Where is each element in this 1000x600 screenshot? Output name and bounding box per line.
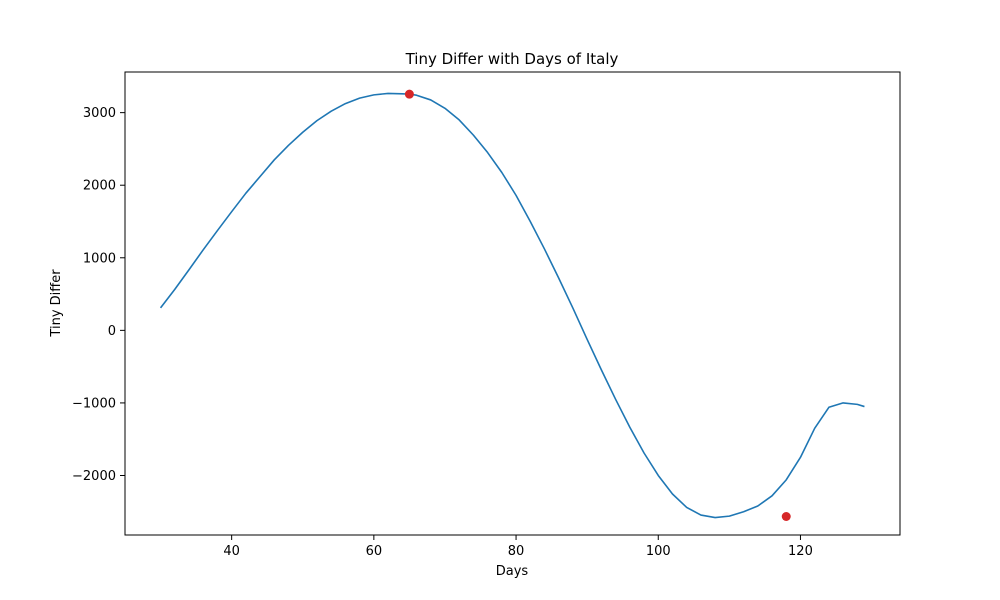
series-line-0 bbox=[159, 92, 865, 519]
y-tick-label: 0 bbox=[108, 324, 116, 339]
y-axis-label: Tiny Differ bbox=[49, 269, 64, 338]
plot-area bbox=[159, 89, 865, 521]
x-tick-label: 100 bbox=[646, 544, 671, 559]
x-tick-label: 80 bbox=[508, 544, 525, 559]
x-axis-label: Days bbox=[496, 564, 529, 579]
y-tick-label: 2000 bbox=[83, 179, 116, 194]
plot-frame bbox=[124, 71, 901, 536]
y-tick-label: −1000 bbox=[72, 396, 116, 411]
x-tick-label: 120 bbox=[788, 544, 813, 559]
min-point-marker bbox=[781, 511, 791, 521]
max-point-marker bbox=[404, 89, 414, 99]
y-axis: −2000 −1000 0 1000 2000 3000 bbox=[72, 106, 125, 484]
x-tick-label: 40 bbox=[223, 544, 240, 559]
y-tick-label: 3000 bbox=[83, 106, 116, 121]
chart-title: Tiny Differ with Days of Italy bbox=[405, 50, 619, 68]
x-axis: 40 60 80 100 120 bbox=[223, 535, 813, 559]
x-tick-label: 60 bbox=[366, 544, 383, 559]
y-tick-label: 1000 bbox=[83, 251, 116, 266]
y-tick-label: −2000 bbox=[72, 469, 116, 484]
